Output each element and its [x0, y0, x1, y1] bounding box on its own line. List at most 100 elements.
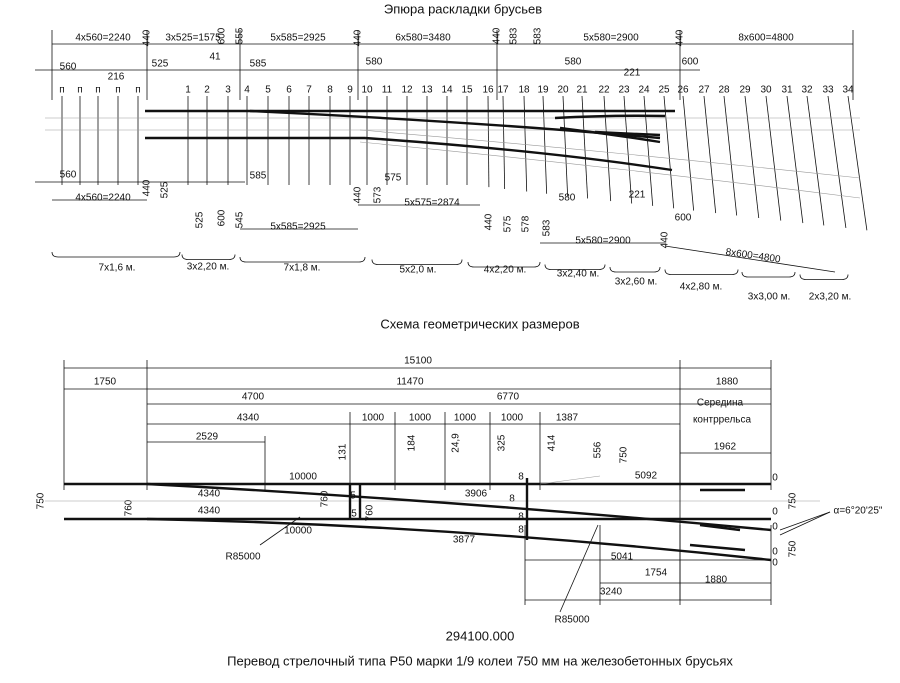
dimension: 560	[60, 170, 77, 181]
dimension: 4340	[198, 506, 221, 517]
line	[664, 245, 836, 273]
dimension: 8	[518, 525, 524, 536]
dimension: 3240	[600, 587, 623, 598]
sleeper-number: п	[95, 85, 100, 96]
dimension: 8	[518, 512, 524, 523]
line	[581, 95, 588, 199]
sleeper-number: 20	[557, 85, 569, 96]
dimension: 221	[629, 190, 646, 201]
sleeper-number: 7	[306, 85, 312, 96]
dimension: 760	[320, 490, 331, 507]
sleeper-number: 24	[638, 85, 650, 96]
length-group: 5x2,0 м.	[400, 265, 437, 276]
dimension: 545	[235, 211, 246, 228]
line	[146, 517, 772, 562]
dimension: 525	[152, 59, 169, 70]
dimension: 0	[772, 547, 778, 558]
dimension: 583	[533, 27, 544, 44]
line	[682, 95, 695, 211]
length-group: 3x2,60 м.	[615, 277, 657, 288]
length-group: 3x2,40 м.	[557, 269, 599, 280]
length-group: 3x3,00 м.	[748, 292, 790, 303]
dimension: 414	[547, 434, 558, 451]
sleeper-number: 16	[482, 85, 494, 96]
sleeper-number: 2	[204, 85, 210, 96]
line	[609, 266, 661, 273]
bottom-title: Схема геометрических размеров	[380, 316, 579, 331]
sleeper-number: 29	[739, 85, 751, 96]
line	[744, 95, 760, 219]
sleeper-number: 9	[347, 85, 353, 96]
line	[539, 475, 601, 485]
dimension: R85000	[554, 615, 589, 626]
length-group: 4x2,20 м.	[484, 265, 526, 276]
line	[239, 256, 366, 263]
line	[542, 95, 548, 194]
sleeper-number: 28	[718, 85, 730, 96]
dimension: 580	[366, 57, 383, 68]
dimension: 5092	[635, 471, 658, 482]
line	[554, 114, 666, 120]
sleeper-number: 5	[265, 85, 271, 96]
dimension: 4340	[237, 413, 260, 424]
dimension: 5041	[611, 552, 634, 563]
sleeper-number: 1	[185, 85, 191, 96]
line	[467, 261, 541, 268]
length-group: 4x2,80 м.	[680, 282, 722, 293]
line	[786, 95, 804, 224]
dimension: 560	[60, 62, 77, 73]
dimension: 4x560=2240	[75, 193, 131, 204]
dimension: 4340	[198, 489, 221, 500]
line	[663, 95, 675, 209]
dimension: 585	[250, 171, 267, 182]
dimension: 575	[385, 173, 402, 184]
dimension: 8x600=4800	[738, 33, 794, 44]
dimension: 2529	[196, 432, 219, 443]
dimension: 6770	[497, 392, 520, 403]
line	[623, 95, 633, 204]
sleeper-number: 12	[401, 85, 413, 96]
dimension: 583	[509, 27, 520, 44]
dimension: 5x585=2925	[270, 222, 326, 233]
dimension: 15100	[404, 356, 432, 367]
line	[703, 95, 717, 214]
line	[544, 264, 606, 270]
dimension: 8	[509, 494, 515, 505]
dimension: 1880	[716, 377, 739, 388]
dimension: 0	[772, 507, 778, 518]
dimension: 11470	[396, 377, 424, 388]
sleeper-number: 33	[822, 85, 834, 96]
sleeper-number: 25	[658, 85, 670, 96]
line	[765, 95, 782, 221]
dimension: 5	[351, 509, 357, 520]
dimension: 600	[217, 209, 228, 226]
dimension: 325	[497, 434, 508, 451]
sleeper-number: 8	[327, 85, 333, 96]
dimension: 0	[772, 558, 778, 569]
dimension: 5x580=2900	[583, 33, 639, 44]
dimension: 10000	[289, 472, 317, 483]
dimension: 0	[772, 473, 778, 484]
length-group: 7x1,6 м.	[99, 263, 136, 274]
dimension: 221	[624, 68, 641, 79]
dimension: 216	[108, 72, 125, 83]
dimension: 6x580=3480	[395, 33, 451, 44]
line	[146, 482, 772, 532]
dimension: 1387	[556, 413, 579, 424]
dimension: 3906	[465, 489, 488, 500]
line	[359, 129, 861, 179]
dimension: 24,9	[451, 433, 462, 453]
dimension: 5x585=2925	[270, 33, 326, 44]
dimension: 1750	[94, 377, 117, 388]
dimension: 578	[521, 215, 532, 232]
dimension: 184	[407, 434, 418, 451]
dimension: 750	[619, 446, 630, 463]
line	[723, 95, 738, 216]
sleeper-number: 3	[225, 85, 231, 96]
dimension: 5x580=2900	[575, 236, 631, 247]
dimension: 1000	[501, 413, 524, 424]
line	[827, 95, 847, 229]
dimension: 556	[593, 441, 604, 458]
dimension: 1754	[645, 568, 668, 579]
sleeper-number: 19	[537, 85, 549, 96]
